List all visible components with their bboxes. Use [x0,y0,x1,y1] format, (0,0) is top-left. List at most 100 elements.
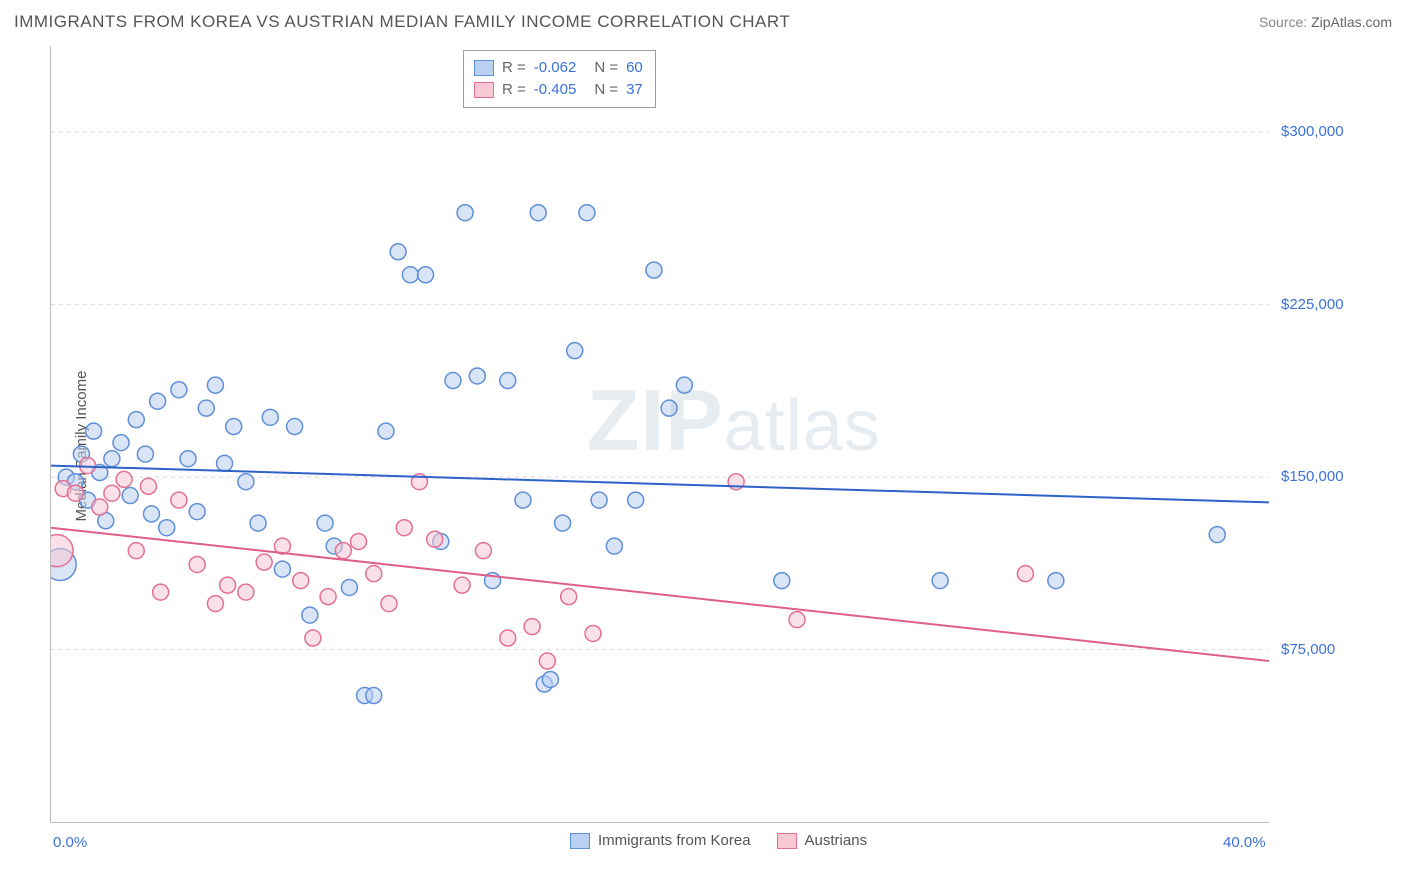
point-korea [469,368,485,384]
source-value: ZipAtlas.com [1311,14,1392,30]
header-row: IMMIGRANTS FROM KOREA VS AUSTRIAN MEDIAN… [14,12,1392,32]
point-korea [515,492,531,508]
point-austrians [67,485,83,501]
point-austrians [116,471,132,487]
y-grid-label: $150,000 [1281,468,1344,485]
stat-n-label: N = [594,79,618,101]
point-korea [591,492,607,508]
point-korea [159,520,175,536]
stat-r-value: -0.062 [534,57,577,79]
point-korea [366,688,382,704]
point-austrians [454,577,470,593]
legend-item-austrians: Austrians [777,832,868,849]
point-korea [171,382,187,398]
point-austrians [256,554,272,570]
point-austrians [381,596,397,612]
stat-r-label: R = [502,79,526,101]
point-korea [500,373,516,389]
point-austrians [366,566,382,582]
point-austrians [293,573,309,589]
point-austrians [500,630,516,646]
point-korea [238,474,254,490]
series-legend: Immigrants from Korea Austrians [570,832,867,849]
point-korea [1048,573,1064,589]
point-korea [579,205,595,221]
point-austrians [561,589,577,605]
point-austrians [351,533,367,549]
point-korea [530,205,546,221]
stat-n-value: 37 [626,79,643,101]
point-korea [606,538,622,554]
chart-svg [51,46,1269,822]
x-axis-label: 0.0% [53,834,87,851]
point-korea [226,419,242,435]
point-korea [445,373,461,389]
point-korea [646,262,662,278]
stat-r-label: R = [502,57,526,79]
chart-container: IMMIGRANTS FROM KOREA VS AUSTRIAN MEDIAN… [0,0,1406,892]
point-korea [542,671,558,687]
plot-area: ZIPatlas R =-0.062N =60R =-0.405N =37 $7… [50,46,1269,823]
point-korea [317,515,333,531]
point-korea [189,504,205,520]
point-korea [128,412,144,428]
point-korea [378,423,394,439]
point-korea [274,561,290,577]
point-korea [262,409,278,425]
point-austrians [789,612,805,628]
point-korea [555,515,571,531]
point-korea [567,343,583,359]
point-austrians [305,630,321,646]
point-korea [774,573,790,589]
point-austrians [475,543,491,559]
point-austrians [128,543,144,559]
legend-label: Austrians [805,832,868,849]
regression-line-korea [51,466,1269,503]
regression-line-austrians [51,528,1269,661]
point-korea [217,455,233,471]
y-grid-label: $300,000 [1281,123,1344,140]
point-austrians [207,596,223,612]
point-austrians [104,485,120,501]
point-austrians [153,584,169,600]
point-austrians [396,520,412,536]
point-austrians [524,619,540,635]
point-austrians [238,584,254,600]
point-austrians [335,543,351,559]
point-korea [143,506,159,522]
point-korea [341,579,357,595]
point-austrians [220,577,236,593]
stat-r-value: -0.405 [534,79,577,101]
source-credit: Source: ZipAtlas.com [1259,14,1392,30]
stats-row-austrians: R = -0.405 N = 37 [474,79,643,101]
point-austrians [92,499,108,515]
point-korea [113,435,129,451]
point-austrians [427,531,443,547]
x-axis-label: 40.0% [1223,834,1266,851]
point-austrians [320,589,336,605]
stats-legend-box: R = -0.062 N = 60R = -0.405 N = 37 [463,50,656,108]
stat-n-value: 60 [626,57,643,79]
y-grid-label: $75,000 [1281,641,1335,658]
chart-title: IMMIGRANTS FROM KOREA VS AUSTRIAN MEDIAN… [14,12,790,32]
legend-swatch [474,60,494,76]
point-korea [418,267,434,283]
point-korea [150,393,166,409]
point-korea [86,423,102,439]
point-korea [287,419,303,435]
point-korea [390,244,406,260]
point-korea [198,400,214,416]
point-austrians [539,653,555,669]
legend-swatch [777,833,797,849]
point-korea [402,267,418,283]
point-austrians [189,556,205,572]
legend-swatch [474,82,494,98]
point-korea [932,573,948,589]
y-grid-label: $225,000 [1281,296,1344,313]
point-korea [628,492,644,508]
point-austrians [1017,566,1033,582]
stats-row-korea: R =-0.062N =60 [474,57,643,79]
point-korea [104,451,120,467]
source-label: Source: [1259,14,1311,30]
legend-item-korea: Immigrants from Korea [570,832,751,849]
